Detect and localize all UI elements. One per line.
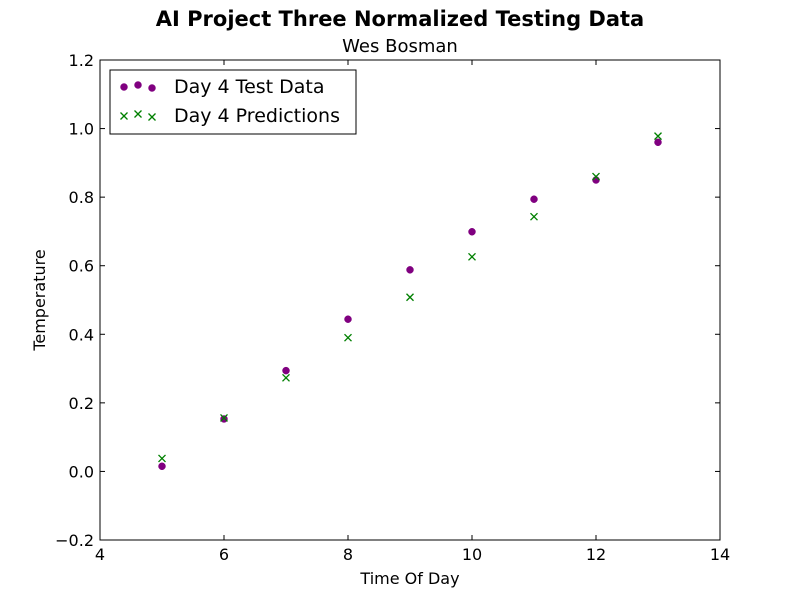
- test-data-point: [220, 415, 228, 423]
- prediction-point: [220, 413, 228, 422]
- chart-title: AI Project Three Normalized Testing Data: [155, 7, 645, 31]
- x-tick-label: 12: [586, 545, 606, 564]
- test-data-point: [344, 315, 352, 323]
- legend-marker: [134, 110, 142, 118]
- x-tick-label: 14: [710, 545, 730, 564]
- prediction-point: [158, 454, 166, 463]
- legend-marker: [120, 83, 128, 91]
- test-data-point: [406, 266, 414, 274]
- prediction-point: [654, 132, 662, 141]
- legend: Day 4 Test Data Day 4 Predictions: [109, 69, 357, 135]
- test-data-point: [592, 176, 600, 184]
- x-axis-label: Time Of Day: [359, 569, 459, 588]
- legend-marker: [148, 84, 156, 92]
- x-tick-label: 10: [462, 545, 482, 564]
- x-tick-label: 4: [95, 545, 105, 564]
- y-tick-label: 0.8: [69, 188, 94, 207]
- prediction-point: [406, 293, 414, 302]
- legend-marker: [134, 81, 142, 89]
- test-data-point: [654, 138, 662, 147]
- y-axis-label: Temperature: [30, 249, 49, 351]
- test-data-point: [530, 195, 538, 203]
- y-tick-label: 0.4: [69, 325, 94, 344]
- prediction-point: [530, 212, 538, 221]
- test-data-point: [468, 228, 476, 236]
- x-tick-label: 8: [343, 545, 353, 564]
- x-tick-label: 6: [219, 545, 229, 564]
- chart-subtitle: Wes Bosman: [342, 36, 458, 57]
- legend-label: Day 4 Test Data: [174, 76, 325, 98]
- legend-label: Day 4 Predictions: [174, 105, 340, 127]
- plot-frame: [99, 59, 721, 541]
- test-data-point: [158, 462, 166, 471]
- y-tick-label: 0.6: [69, 257, 94, 276]
- legend-marker: [120, 112, 128, 120]
- legend-marker: [148, 113, 156, 121]
- y-tick-label: −0.2: [55, 531, 94, 550]
- prediction-point: [592, 172, 600, 181]
- prediction-point: [344, 333, 352, 342]
- y-tick-label: 1.0: [69, 120, 94, 139]
- y-tick-label: 0.0: [69, 462, 94, 481]
- prediction-point: [282, 373, 290, 382]
- test-data-point: [282, 366, 290, 375]
- y-tick-label: 1.2: [69, 51, 94, 70]
- prediction-point: [468, 252, 476, 261]
- legend-box: [109, 69, 357, 135]
- y-tick-label: 0.2: [69, 394, 94, 413]
